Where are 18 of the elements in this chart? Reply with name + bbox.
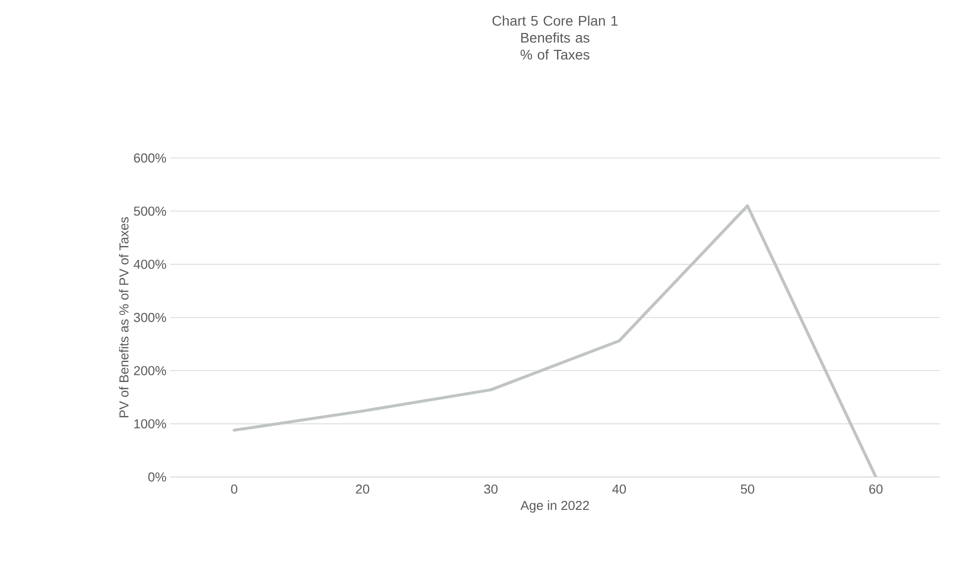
y-tick-label: 400% xyxy=(134,260,166,269)
y-axis-title: PV of Benefits as % of PV of Taxes xyxy=(119,217,129,418)
chart-subtitle: Benefits as % of Taxes xyxy=(520,32,590,60)
x-tick-label: 40 xyxy=(612,484,626,494)
y-tick-label: 0% xyxy=(148,472,166,482)
chart-title: Chart 5 Core Plan 1 xyxy=(492,16,618,26)
y-tick-label: 100% xyxy=(134,419,166,428)
x-axis-title: Age in 2022 xyxy=(520,500,589,513)
y-tick-label: 600% xyxy=(134,153,166,163)
y-tick-label: 500% xyxy=(134,206,166,216)
y-tick-label: 300% xyxy=(134,312,166,322)
x-tick-label: 30 xyxy=(484,484,498,494)
y-tick-label: 200% xyxy=(134,366,166,376)
x-tick-label: 50 xyxy=(740,484,754,494)
x-tick-label: 0 xyxy=(231,484,238,494)
line-series xyxy=(232,204,878,477)
x-tick-label: 20 xyxy=(356,484,370,494)
x-tick-label: 60 xyxy=(869,484,883,494)
